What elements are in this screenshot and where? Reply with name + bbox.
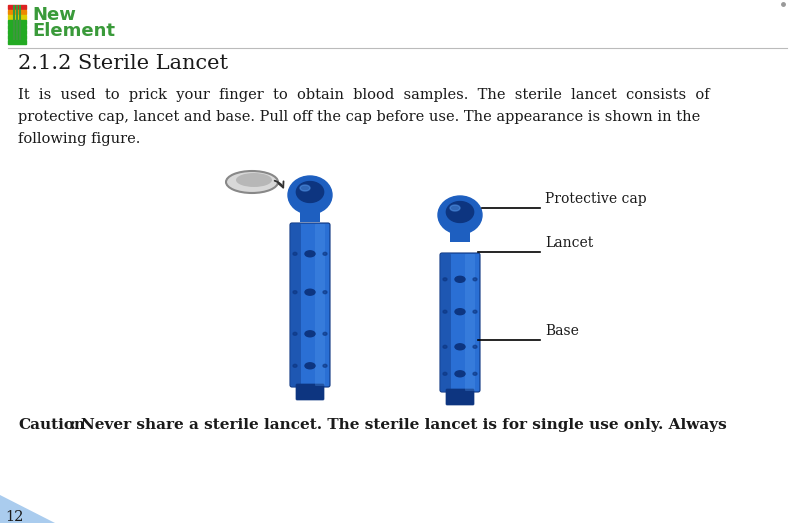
Bar: [8, 20, 26, 24]
Ellipse shape: [443, 310, 447, 313]
Text: 2.1.2 Sterile Lancet: 2.1.2 Sterile Lancet: [18, 54, 228, 73]
Ellipse shape: [443, 372, 447, 376]
Text: Element: Element: [32, 22, 115, 40]
Text: Lancet: Lancet: [545, 236, 593, 250]
FancyBboxPatch shape: [291, 224, 301, 386]
Ellipse shape: [438, 196, 482, 234]
FancyBboxPatch shape: [296, 384, 324, 400]
Ellipse shape: [323, 252, 327, 255]
Ellipse shape: [293, 291, 297, 294]
Text: It  is  used  to  prick  your  finger  to  obtain  blood  samples.  The  sterile: It is used to prick your finger to obtai…: [18, 88, 710, 102]
Ellipse shape: [297, 181, 324, 202]
Bar: [8, 10, 26, 14]
Ellipse shape: [323, 291, 327, 294]
Text: following figure.: following figure.: [18, 132, 141, 146]
Ellipse shape: [300, 185, 310, 191]
FancyBboxPatch shape: [290, 223, 330, 387]
Ellipse shape: [323, 365, 327, 367]
Text: New: New: [32, 6, 76, 24]
Ellipse shape: [455, 309, 465, 315]
Ellipse shape: [305, 251, 315, 257]
FancyBboxPatch shape: [315, 224, 325, 386]
Ellipse shape: [236, 173, 272, 187]
Bar: [8, 5, 26, 9]
Ellipse shape: [473, 310, 477, 313]
Ellipse shape: [446, 201, 474, 222]
Ellipse shape: [226, 171, 278, 193]
FancyBboxPatch shape: [441, 254, 451, 391]
Ellipse shape: [293, 252, 297, 255]
Ellipse shape: [455, 371, 465, 377]
Text: 12: 12: [5, 510, 23, 523]
Ellipse shape: [323, 332, 327, 335]
FancyBboxPatch shape: [440, 253, 480, 392]
Bar: [8, 30, 26, 34]
Bar: [8, 25, 26, 29]
FancyBboxPatch shape: [446, 389, 474, 405]
Text: Protective cap: Protective cap: [545, 192, 646, 206]
Ellipse shape: [305, 331, 315, 337]
Ellipse shape: [288, 176, 332, 214]
Ellipse shape: [450, 205, 460, 211]
Ellipse shape: [293, 332, 297, 335]
Text: protective cap, lancet and base. Pull off the cap before use. The appearance is : protective cap, lancet and base. Pull of…: [18, 110, 700, 124]
Bar: [450, 232, 470, 242]
Ellipse shape: [455, 344, 465, 350]
Ellipse shape: [473, 278, 477, 281]
Text: Caution: Caution: [18, 418, 85, 432]
Ellipse shape: [443, 345, 447, 348]
FancyBboxPatch shape: [465, 254, 475, 391]
Ellipse shape: [473, 372, 477, 376]
Bar: [8, 35, 26, 39]
Ellipse shape: [305, 363, 315, 369]
Text: Base: Base: [545, 324, 579, 338]
Ellipse shape: [305, 289, 315, 295]
Text: : Never share a sterile lancet. The sterile lancet is for single use only. Alway: : Never share a sterile lancet. The ster…: [70, 418, 727, 432]
Ellipse shape: [293, 365, 297, 367]
Bar: [300, 212, 320, 222]
Bar: [8, 40, 26, 44]
Bar: [8, 15, 26, 19]
Ellipse shape: [473, 345, 477, 348]
Ellipse shape: [455, 276, 465, 282]
Polygon shape: [0, 495, 55, 523]
Ellipse shape: [443, 278, 447, 281]
